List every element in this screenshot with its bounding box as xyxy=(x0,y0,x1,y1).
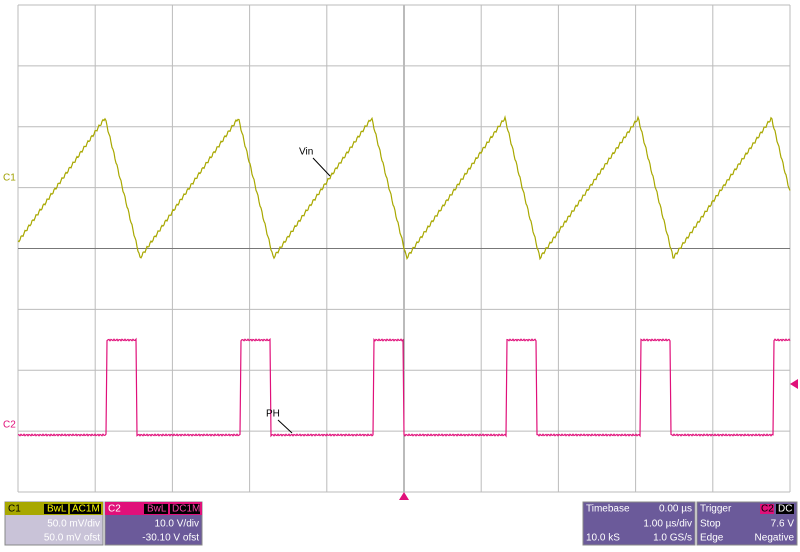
scale: 1.00 µs/div xyxy=(643,519,692,530)
rate: 1.0 GS/s xyxy=(653,533,692,544)
badge xyxy=(170,504,200,514)
offset: -30.10 V ofst xyxy=(142,533,199,544)
badge xyxy=(776,504,794,514)
coupling: AC1M xyxy=(72,504,100,515)
bandwidth: BwL xyxy=(47,504,67,515)
vin-annotation: Vin xyxy=(299,147,313,158)
panel-title: Timebase xyxy=(586,504,630,515)
trigger-time-marker xyxy=(399,492,409,500)
c2-waveform xyxy=(17,337,791,438)
grid xyxy=(17,4,791,493)
coupling: DC xyxy=(778,504,792,515)
c1-panel[interactable]: C1 BwL AC1M 50.0 mV/div 50.0 mV ofst xyxy=(4,501,104,546)
ph-annotation: PH xyxy=(266,409,280,420)
scale: 10.0 V/div xyxy=(155,519,199,530)
badge xyxy=(760,504,774,514)
badge xyxy=(44,504,68,514)
scale: 50.0 mV/div xyxy=(47,519,100,530)
mode: Stop xyxy=(700,519,721,530)
badge xyxy=(144,504,168,514)
c2-panel[interactable]: C2 BwL DC1M 10.0 V/div -30.10 V ofst xyxy=(104,501,203,546)
trigger-panel[interactable]: Trigger C2 DC Stop 7.6 V Edge Negative xyxy=(696,501,798,546)
ph-pointer xyxy=(277,419,293,434)
panel-body xyxy=(582,501,696,546)
panel-title: Trigger xyxy=(700,504,732,515)
level: 7.6 V xyxy=(771,519,795,530)
timebase-panel[interactable]: Timebase 0.00 µs 1.00 µs/div 10.0 kS 1.0… xyxy=(582,501,696,546)
c1-waveform xyxy=(17,115,791,261)
bandwidth: BwL xyxy=(147,504,167,515)
panel-name: C2 xyxy=(108,504,121,515)
slope-label: Edge xyxy=(700,533,724,544)
coupling: DC1M xyxy=(172,504,200,515)
vin-pointer xyxy=(312,157,331,177)
samples: 10.0 kS xyxy=(586,533,620,544)
offset: 50.0 mV ofst xyxy=(44,533,100,544)
trigger-level-marker xyxy=(790,379,798,389)
source: C2 xyxy=(761,504,774,515)
delay: 0.00 µs xyxy=(659,504,692,515)
slope: Negative xyxy=(755,533,795,544)
badge xyxy=(70,504,101,514)
panel-name: C1 xyxy=(8,504,21,515)
c2-label: C2 xyxy=(3,420,16,431)
c1-label: C1 xyxy=(3,173,16,184)
